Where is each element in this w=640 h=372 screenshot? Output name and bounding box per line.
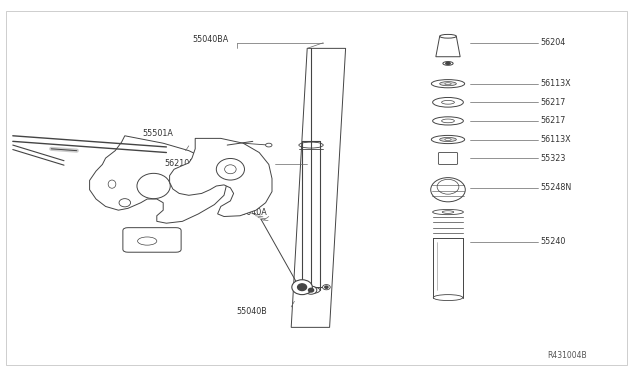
Text: 55240: 55240 bbox=[541, 237, 566, 246]
Ellipse shape bbox=[431, 177, 465, 202]
Ellipse shape bbox=[442, 119, 454, 123]
Ellipse shape bbox=[292, 280, 312, 295]
Text: 56217: 56217 bbox=[541, 116, 566, 125]
Ellipse shape bbox=[323, 285, 330, 290]
Ellipse shape bbox=[119, 199, 131, 207]
Ellipse shape bbox=[225, 165, 236, 174]
Text: 55040A: 55040A bbox=[237, 208, 268, 217]
Ellipse shape bbox=[445, 139, 451, 141]
Text: 56204: 56204 bbox=[541, 38, 566, 47]
Ellipse shape bbox=[440, 138, 456, 142]
Polygon shape bbox=[90, 136, 227, 223]
Ellipse shape bbox=[445, 62, 451, 64]
Ellipse shape bbox=[431, 135, 465, 144]
Text: 56113X: 56113X bbox=[541, 79, 572, 88]
Ellipse shape bbox=[308, 288, 314, 292]
Ellipse shape bbox=[440, 82, 456, 86]
Polygon shape bbox=[291, 48, 346, 327]
Text: 55323: 55323 bbox=[541, 154, 566, 163]
FancyBboxPatch shape bbox=[438, 153, 458, 164]
Text: 55040B: 55040B bbox=[237, 307, 268, 316]
Text: 56113X: 56113X bbox=[541, 135, 572, 144]
Ellipse shape bbox=[442, 211, 454, 214]
Ellipse shape bbox=[433, 117, 463, 125]
Ellipse shape bbox=[442, 100, 454, 104]
Ellipse shape bbox=[138, 237, 157, 245]
Ellipse shape bbox=[216, 158, 244, 180]
Ellipse shape bbox=[266, 143, 272, 147]
Ellipse shape bbox=[433, 295, 463, 301]
Ellipse shape bbox=[445, 83, 451, 85]
Ellipse shape bbox=[443, 61, 453, 65]
Ellipse shape bbox=[440, 35, 456, 38]
Ellipse shape bbox=[433, 97, 463, 107]
Ellipse shape bbox=[137, 173, 170, 199]
Ellipse shape bbox=[437, 179, 459, 194]
Ellipse shape bbox=[431, 80, 465, 88]
Ellipse shape bbox=[305, 286, 317, 294]
Text: 55040BA: 55040BA bbox=[192, 35, 228, 44]
Text: 55501A: 55501A bbox=[142, 129, 173, 138]
Text: R431004B: R431004B bbox=[547, 351, 587, 360]
Ellipse shape bbox=[324, 286, 328, 288]
Text: 55248N: 55248N bbox=[541, 183, 572, 192]
Ellipse shape bbox=[108, 180, 116, 188]
Text: 56217: 56217 bbox=[541, 98, 566, 107]
FancyBboxPatch shape bbox=[123, 228, 181, 252]
Polygon shape bbox=[170, 138, 272, 217]
Text: 56210K: 56210K bbox=[165, 159, 195, 168]
Ellipse shape bbox=[433, 209, 463, 215]
Ellipse shape bbox=[298, 284, 307, 291]
Polygon shape bbox=[436, 36, 460, 57]
